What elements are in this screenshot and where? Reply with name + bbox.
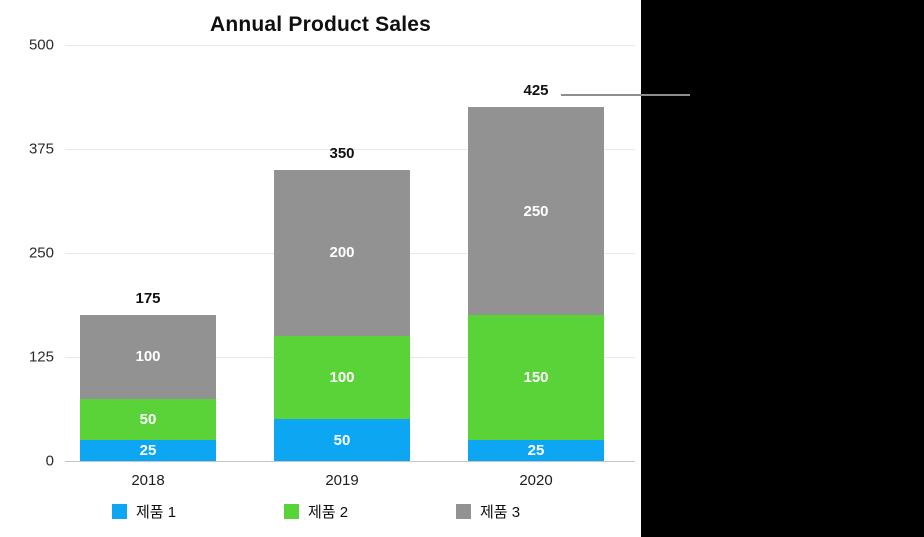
y-axis-tick-label: 125 bbox=[28, 348, 54, 366]
bar-segment: 250 bbox=[468, 107, 604, 316]
legend: 제품 1 제품 2 제품 3 bbox=[0, 501, 641, 525]
callout-line bbox=[561, 94, 690, 96]
legend-swatch bbox=[456, 504, 471, 519]
bar-segment: 200 bbox=[274, 169, 410, 337]
x-axis-category-label: 2019 bbox=[325, 472, 359, 489]
y-axis-tick-label: 0 bbox=[45, 452, 54, 470]
y-axis-tick-label: 375 bbox=[28, 140, 54, 158]
x-axis-line bbox=[65, 461, 635, 462]
bar-segment: 25 bbox=[80, 440, 216, 461]
bar-segment: 100 bbox=[274, 336, 410, 420]
bar-total-label: 175 bbox=[135, 290, 161, 308]
legend-label: 제품 3 bbox=[480, 504, 521, 521]
legend-swatch bbox=[112, 504, 127, 519]
chart-title: Annual Product Sales bbox=[209, 13, 432, 36]
legend-item: 제품 2 bbox=[284, 501, 348, 522]
bar-segment: 50 bbox=[80, 398, 216, 441]
y-axis-tick-label: 250 bbox=[28, 244, 54, 262]
legend-swatch bbox=[284, 504, 299, 519]
legend-label: 제품 1 bbox=[136, 504, 177, 521]
gridline bbox=[65, 149, 635, 150]
legend-label: 제품 2 bbox=[308, 504, 349, 521]
x-axis-category-label: 2020 bbox=[519, 472, 553, 489]
legend-item: 제품 3 bbox=[456, 501, 520, 522]
bar-total-label: 425 bbox=[523, 82, 549, 100]
y-axis-tick-label: 500 bbox=[28, 36, 54, 54]
bar-segment: 25 bbox=[468, 440, 604, 461]
legend-item: 제품 1 bbox=[112, 501, 176, 522]
gridline bbox=[65, 45, 635, 46]
bar-segment: 100 bbox=[80, 315, 216, 399]
bar-segment: 150 bbox=[468, 315, 604, 441]
stacked-bar-chart: Annual Product Sales 500 375 250 125 0 25 50 10… bbox=[0, 0, 641, 537]
bar-total-label: 350 bbox=[329, 144, 355, 162]
bar-segment: 50 bbox=[274, 419, 410, 461]
x-axis-category-label: 2018 bbox=[131, 472, 165, 489]
